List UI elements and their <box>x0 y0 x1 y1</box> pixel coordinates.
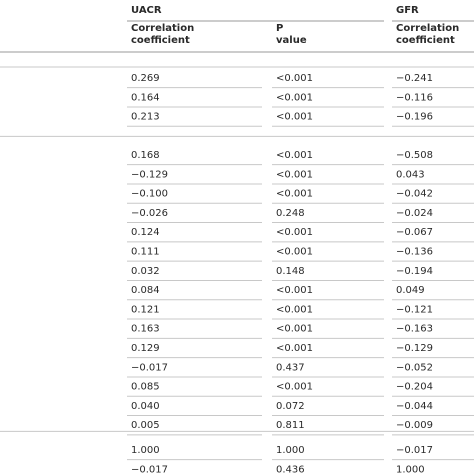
cell: <0.001 <box>276 304 313 315</box>
cell: −0.136 <box>396 247 433 258</box>
cell: <0.001 <box>276 382 313 393</box>
cell: −0.026 <box>131 208 168 219</box>
cell: 0.129 <box>131 343 160 354</box>
cell: −0.194 <box>396 266 433 277</box>
cell: 0.111 <box>131 247 160 258</box>
cell: −0.121 <box>396 304 433 315</box>
group-header: UACR <box>131 5 162 16</box>
cell: −0.241 <box>396 73 433 84</box>
cell: <0.001 <box>276 112 313 123</box>
cell: <0.001 <box>276 227 313 238</box>
cell: −0.196 <box>396 112 433 123</box>
cell: −0.017 <box>131 464 168 474</box>
cell: 0.121 <box>131 304 160 315</box>
cell: 0.436 <box>276 464 305 474</box>
cell: −0.163 <box>396 324 433 335</box>
cell: 1.000 <box>131 445 160 456</box>
cell: −0.052 <box>396 362 433 373</box>
cell: <0.001 <box>276 92 313 103</box>
column-header: Correlation coefficient <box>131 23 194 46</box>
cell: 0.811 <box>276 420 305 431</box>
cell: <0.001 <box>276 150 313 161</box>
cell: <0.001 <box>276 189 313 200</box>
cell: 0.437 <box>276 362 305 373</box>
cell: <0.001 <box>276 247 313 258</box>
cell: <0.001 <box>276 285 313 296</box>
cell: −0.129 <box>131 169 168 180</box>
cell: 0.032 <box>131 266 160 277</box>
column-header: Correlation coefficient <box>396 23 459 46</box>
cell: 0.049 <box>396 285 425 296</box>
cell: 0.213 <box>131 112 160 123</box>
cell: −0.024 <box>396 208 433 219</box>
group-header: GFR <box>396 5 419 16</box>
cell: 0.043 <box>396 169 425 180</box>
cell: 0.269 <box>131 73 160 84</box>
cell: 0.148 <box>276 266 305 277</box>
cell: 0.084 <box>131 285 160 296</box>
cell: −0.100 <box>131 189 168 200</box>
cell: 1.000 <box>276 445 305 456</box>
cell: −0.116 <box>396 92 433 103</box>
cell: 0.248 <box>276 208 305 219</box>
cell: −0.042 <box>396 189 433 200</box>
cell: 0.163 <box>131 324 160 335</box>
cell: 1.000 <box>396 464 425 474</box>
cell: −0.067 <box>396 227 433 238</box>
cell: <0.001 <box>276 73 313 84</box>
cell: 0.040 <box>131 401 160 412</box>
cell: <0.001 <box>276 169 313 180</box>
cell: 0.124 <box>131 227 160 238</box>
cell: 0.005 <box>131 420 160 431</box>
cell: −0.009 <box>396 420 433 431</box>
cell: <0.001 <box>276 324 313 335</box>
cell: −0.017 <box>131 362 168 373</box>
cell: −0.129 <box>396 343 433 354</box>
cell: 0.072 <box>276 401 305 412</box>
cell: 0.168 <box>131 150 160 161</box>
cell: 0.085 <box>131 382 160 393</box>
cell: −0.017 <box>396 445 433 456</box>
cell: <0.001 <box>276 343 313 354</box>
cell: −0.508 <box>396 150 433 161</box>
cell: −0.204 <box>396 382 433 393</box>
cell: −0.044 <box>396 401 433 412</box>
cell: 0.164 <box>131 92 160 103</box>
